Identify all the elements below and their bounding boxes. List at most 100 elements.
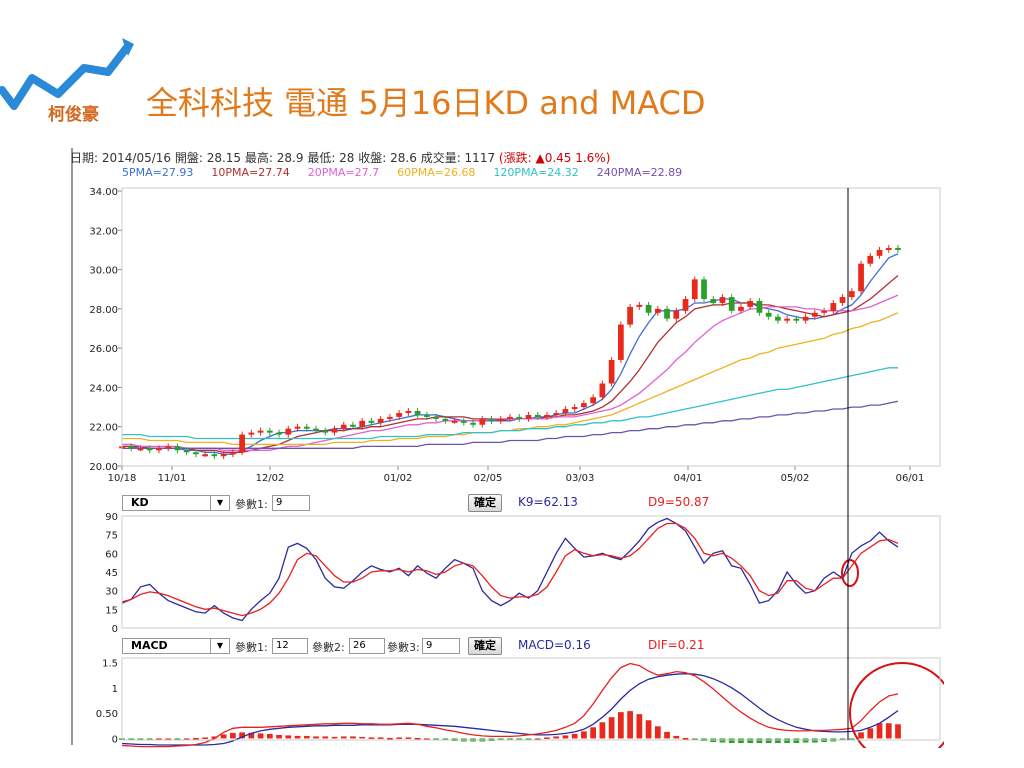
- candle-body: [848, 291, 855, 298]
- ma-legend-item: 20PMA=27.7: [307, 166, 380, 179]
- macd-histogram-bar: [553, 736, 560, 739]
- candle-body: [322, 430, 329, 433]
- ma-legend-item: 10PMA=27.74: [211, 166, 290, 179]
- macd-line-DIF: [121, 662, 899, 748]
- candle-body: [331, 428, 338, 433]
- macd-histogram-bar: [895, 724, 901, 739]
- macd-histogram-bar: [183, 738, 190, 740]
- candle-body: [802, 316, 809, 321]
- macd-histogram-bar: [165, 738, 172, 740]
- candle-body: [738, 306, 744, 311]
- macd-histogram-bar: [839, 738, 846, 741]
- price-plot-frame: [121, 187, 941, 467]
- macd-param2-input[interactable]: 26: [349, 638, 385, 654]
- macd-histogram-bar: [211, 736, 218, 739]
- macd-histogram-bar: [747, 738, 754, 744]
- close-label: 收盤: 28.6: [358, 151, 417, 165]
- price-chart: 20.00 22.00 24.00 26.00 28.00 30.00 32.00 34.00…: [89, 187, 924, 484]
- price-x-tick: 03/03: [566, 473, 595, 484]
- macd-histogram-bar: [784, 738, 791, 744]
- macd-line-MACD: [121, 673, 899, 746]
- candle-body: [581, 403, 587, 408]
- macd-param1-input[interactable]: 12: [272, 638, 308, 654]
- candle-body: [239, 434, 245, 453]
- candle-body: [174, 446, 181, 451]
- candle-body: [765, 312, 772, 317]
- macd-histogram-bar: [248, 732, 255, 739]
- kd-select-label: KD: [131, 496, 149, 509]
- kd-y-tick: 30: [105, 587, 118, 598]
- kd-y-tick: 45: [105, 568, 118, 579]
- indicator-select-macd[interactable]: MACD ▼: [122, 638, 230, 654]
- kd-y-tick: 15: [105, 605, 118, 616]
- candle-body: [479, 418, 486, 425]
- candle-body: [183, 450, 190, 453]
- macd-histogram-bar: [793, 738, 800, 744]
- kd-chart: 90 75 60 45 30 15 0: [105, 512, 899, 635]
- candle-body: [747, 301, 754, 307]
- dif-value: DIF=0.21: [648, 638, 705, 652]
- chevron-down-icon: ▼: [210, 639, 229, 653]
- indicator-select-kd[interactable]: KD ▼: [122, 495, 230, 511]
- macd-histogram-bar: [775, 738, 781, 744]
- candle-body: [534, 414, 541, 417]
- price-y-tick: 24.00: [89, 383, 118, 394]
- candle-body: [599, 383, 606, 398]
- candle-body: [701, 279, 707, 300]
- macd-confirm-button[interactable]: 確定: [468, 637, 502, 655]
- candle-body: [719, 297, 726, 303]
- candle-body: [664, 308, 670, 319]
- high-label: 最高: 28.9: [244, 151, 304, 165]
- macd-histogram-bar: [433, 738, 439, 740]
- candle-body: [433, 416, 439, 419]
- d9-value: D9=50.87: [648, 495, 710, 509]
- kd-y-tick: 60: [105, 549, 118, 560]
- macd-histogram-bar: [673, 735, 680, 739]
- kd-param1-label: 參數1:: [235, 498, 268, 511]
- candle-body: [414, 411, 421, 415]
- macd-histogram-bar: [303, 735, 310, 739]
- macd-histogram-bar: [350, 736, 356, 739]
- candle-body: [359, 420, 366, 427]
- price-x-tick: 05/02: [781, 473, 810, 484]
- price-y-tick: 30.00: [89, 266, 118, 277]
- candle-body: [811, 312, 818, 317]
- candle-body: [350, 424, 356, 427]
- candle-body: [895, 247, 901, 250]
- macd-y-tick: 0.50: [96, 709, 118, 720]
- macd-histogram-bar: [636, 714, 643, 739]
- price-y-tick: 32.00: [89, 226, 118, 237]
- macd-histogram-bar: [507, 738, 513, 740]
- ma-line-20PMA: [122, 294, 899, 451]
- macd-histogram-bar: [534, 738, 541, 740]
- macd-histogram-bar: [331, 736, 338, 739]
- candle-body: [257, 430, 264, 433]
- low-label: 最低: 28: [307, 151, 355, 165]
- ma-legend-item: 120PMA=24.32: [493, 166, 579, 179]
- candle-body: [229, 452, 236, 455]
- candle-body: [728, 297, 735, 311]
- kd-confirm-button[interactable]: 確定: [468, 494, 502, 512]
- change-label: (漲跌: ▲0.45 1.6%): [498, 151, 611, 165]
- candle-body: [128, 446, 135, 449]
- candle-body: [876, 249, 883, 256]
- price-x-tick: 06/01: [896, 473, 925, 484]
- macd-param3-input[interactable]: 9: [422, 638, 460, 654]
- kd-param1-input[interactable]: 9: [272, 495, 310, 511]
- macd-param2-label: 參數2:: [312, 641, 345, 654]
- candle-body: [423, 414, 430, 417]
- macd-histogram-bar: [266, 733, 273, 739]
- macd-histogram-bar: [276, 734, 282, 739]
- candle-body: [193, 452, 199, 455]
- macd-y-tick: 0: [112, 734, 118, 745]
- candle-body: [202, 454, 209, 457]
- macd-histogram-bar: [645, 720, 652, 739]
- candle-body: [470, 422, 476, 425]
- kd-y-tick: 0: [112, 624, 118, 635]
- candle-body: [497, 418, 504, 421]
- macd-histogram-bar: [396, 737, 403, 739]
- candle-body: [507, 416, 513, 419]
- candle-body: [368, 420, 375, 423]
- macd-histogram-bar: [885, 723, 892, 739]
- macd-chart: 1.5 1 0.50 0: [96, 659, 944, 748]
